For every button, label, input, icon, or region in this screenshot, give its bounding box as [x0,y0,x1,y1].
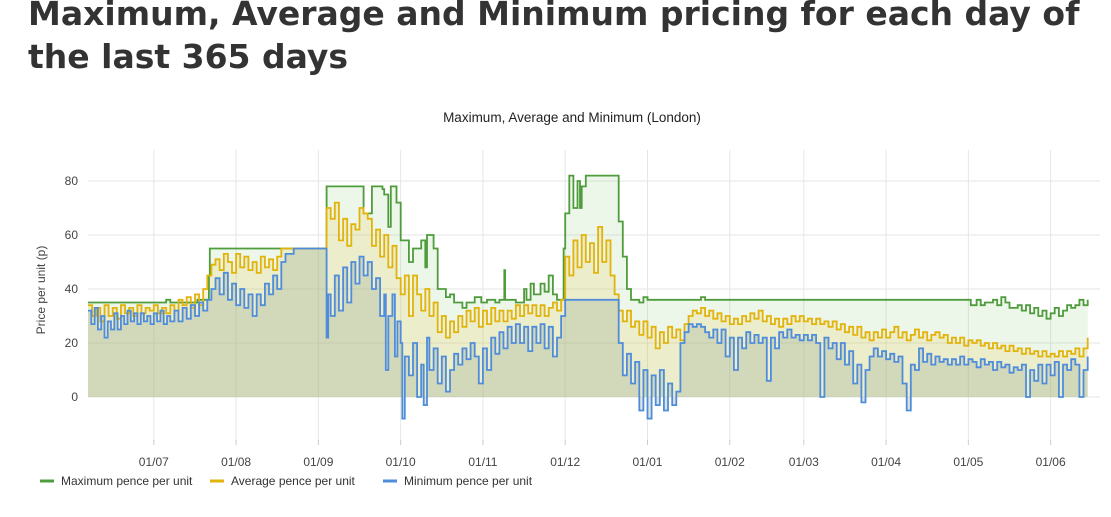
x-tick-label: 01/04 [871,455,901,469]
x-tick-label: 01/06 [1036,455,1066,469]
x-tick-label: 01/07 [139,455,169,469]
x-tick-label: 01/09 [303,455,333,469]
y-tick-label: 0 [71,390,78,404]
legend-item: Maximum pence per unit [40,474,193,488]
x-tick-label: 01/05 [953,455,983,469]
series-line-0 [88,174,1089,320]
y-axis: 0 20 40 60 80 [65,174,79,404]
y-axis-label: Price per unit (p) [34,246,48,335]
x-tick-label: 01/03 [789,455,819,469]
x-tick-label: 01/08 [221,455,251,469]
page-title: Maximum, Average and Minimum pricing for… [28,0,1080,76]
legend-item: Minimum pence per unit [383,474,533,488]
y-tick-label: 40 [65,282,79,296]
y-tick-label: 80 [65,174,79,188]
x-tick-label: 01/11 [468,455,497,469]
x-tick-label: 01/01 [632,455,662,469]
legend: Maximum pence per unit Average pence per … [40,474,533,488]
series-area-0 [88,175,1088,397]
plot-area [88,174,1089,420]
x-axis: 01/07 01/08 01/09 01/10 01/11 01/12 01/01 01/02… [139,455,1066,469]
x-tick-label: 01/02 [715,455,745,469]
y-tick-label: 60 [65,228,79,242]
legend-label: Average pence per unit [231,474,356,488]
series-line-2 [88,247,1089,420]
series-line-1 [88,201,1089,358]
chart-title: Maximum, Average and Minimum (London) [443,110,701,125]
legend-label: Minimum pence per unit [404,474,533,488]
y-tick-label: 20 [65,336,79,350]
x-tick-label: 01/12 [550,455,580,469]
series-area-2 [88,248,1088,419]
legend-item: Average pence per unit [210,474,356,488]
legend-label: Maximum pence per unit [61,474,193,488]
x-tick-label: 01/10 [386,455,416,469]
